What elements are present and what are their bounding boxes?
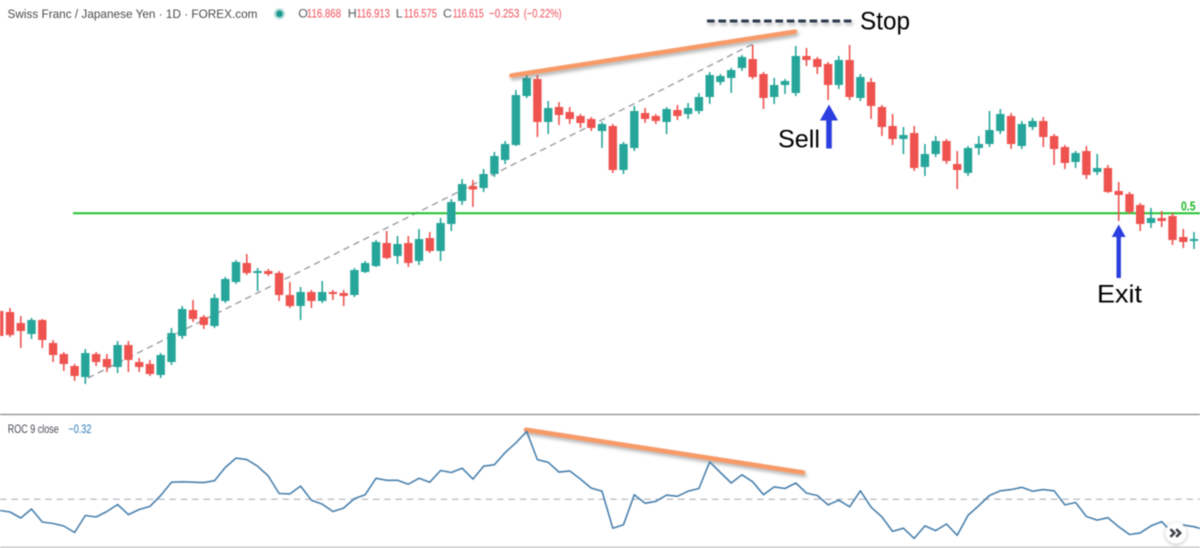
svg-text:−0.32: −0.32 <box>68 423 91 436</box>
svg-text:116.615: 116.615 <box>453 7 484 21</box>
svg-text:C: C <box>443 7 452 21</box>
svg-text:Stop: Stop <box>860 8 910 36</box>
svg-text:116.868: 116.868 <box>307 7 341 21</box>
svg-text:−0.253: −0.253 <box>489 7 519 21</box>
svg-text:Exit: Exit <box>1097 281 1142 309</box>
svg-text:H: H <box>348 7 357 21</box>
svg-text:116.913: 116.913 <box>357 7 390 21</box>
svg-text:Sell: Sell <box>778 126 820 154</box>
svg-text:0.5: 0.5 <box>1181 199 1196 214</box>
svg-text:(−0.22%): (−0.22%) <box>524 7 562 21</box>
svg-text:L: L <box>396 7 403 21</box>
svg-text:ROC 9 close: ROC 9 close <box>8 423 59 436</box>
svg-text:116.575: 116.575 <box>404 7 437 21</box>
svg-text:O: O <box>298 7 308 21</box>
svg-text:Swiss Franc / Japanese Yen · 1: Swiss Franc / Japanese Yen · 1D · FOREX.… <box>8 7 258 21</box>
